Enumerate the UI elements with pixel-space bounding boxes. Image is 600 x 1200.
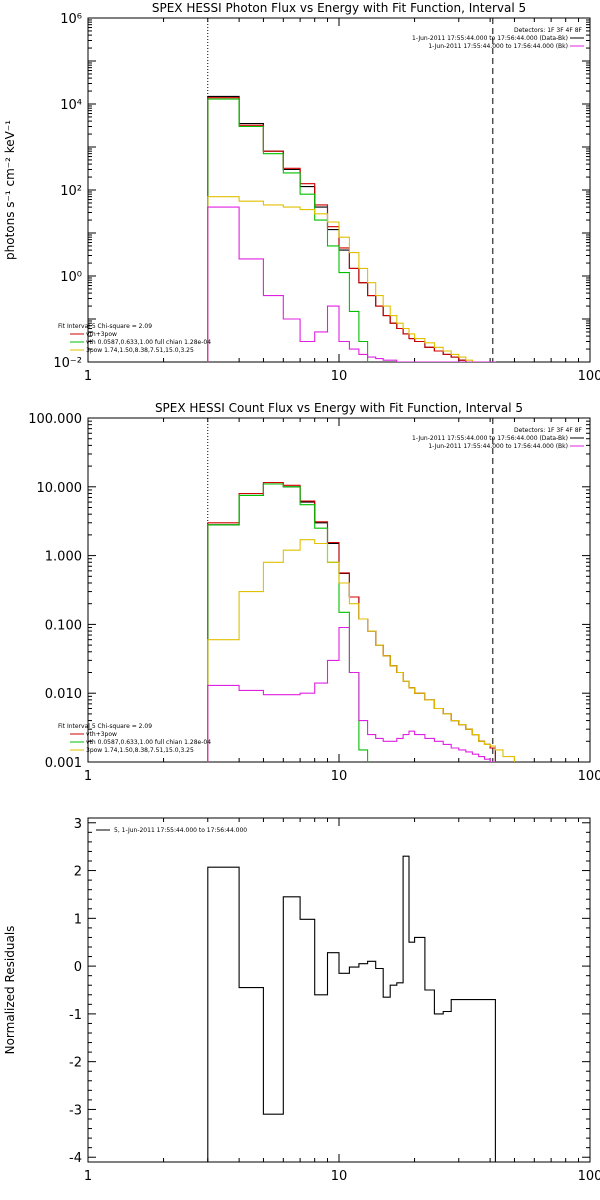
x-tick-label: 100: [578, 369, 600, 384]
plot-frame: [87, 817, 591, 1163]
series-group: [207, 95, 496, 362]
y-tick-label: 3: [74, 817, 82, 832]
series-line-3: [207, 539, 515, 762]
series-line-4: [207, 206, 496, 362]
legend-entry: 1-Jun-2011 17:55:44.000 to 17:56:44.000 …: [412, 35, 568, 42]
x-tick-label: 1: [84, 369, 92, 384]
y-tick-label: 2: [74, 865, 82, 880]
y-axis-label: photons s⁻¹ cm⁻² keV⁻¹: [3, 120, 17, 260]
panel-count: SPEX HESSI Count Flux vs Energy with Fit…: [28, 401, 600, 784]
y-tick-label: -3: [69, 1103, 82, 1118]
legend-fit-info: Fit Interval 5 Chi-square = 2.09: [58, 323, 152, 330]
series-group: [207, 482, 515, 762]
y-tick-label: 0.100: [45, 618, 82, 633]
legend-detectors: Detectors: 1F 3F 4F 8F: [514, 427, 583, 434]
panel-residuals: Normalized Residuals 1 10 100 -4 -3 -2 -1 0 1 2 3 5,…: [3, 817, 600, 1184]
x-tick-label: 10: [331, 769, 348, 784]
x-tick-label: 100: [578, 769, 600, 784]
chart-title: SPEX HESSI Photon Flux vs Energy with Fi…: [152, 1, 526, 15]
legend-detectors: Detectors: 1F 3F 4F 8F: [514, 27, 583, 34]
series-line-0: [207, 483, 496, 762]
legend-entry: vth 0.0587,0.633,1.00 full chian 1.28e-0…: [86, 739, 211, 746]
y-tick-label: 10⁻²: [53, 356, 82, 371]
y-tick-label: 10⁶: [60, 12, 82, 27]
series-line-0: [207, 855, 496, 1162]
series-line-2: [207, 483, 369, 762]
y-tick-label: 0: [74, 960, 82, 975]
y-tick-label: 10⁴: [60, 98, 82, 113]
legend-entry: 1-Jun-2011 17:55:44.000 to 17:56:44.000 …: [412, 435, 568, 442]
series-line-3: [207, 196, 480, 362]
y-tick-label: 1.000: [45, 550, 82, 565]
x-tick-label: 10: [331, 1169, 348, 1184]
series-line-1: [207, 482, 496, 762]
series-line-4: [207, 626, 496, 762]
legend-entry: 5, 1-Jun-2011 17:55:44.000 to 17:56:44.0…: [114, 827, 247, 834]
series-line-1: [207, 97, 473, 362]
legend-entry: 3pow 1.74,1.50,8.38,7.51,15.0,3.25: [86, 747, 194, 754]
y-tick-label: -4: [69, 1151, 82, 1166]
y-tick-label: 0.010: [45, 687, 82, 702]
y-tick-label: 10⁰: [60, 270, 82, 285]
y-tick-label: 0.001: [45, 756, 82, 771]
y-tick-label: 10²: [60, 184, 82, 199]
legend-entry: vth+3pow: [86, 731, 117, 738]
y-tick-label: 1: [74, 912, 82, 927]
legend-entry: 1-Jun-2011 17:55:44.000 to 17:56:44.000 …: [428, 43, 568, 50]
x-tick-label: 100: [578, 1169, 600, 1184]
x-tick-label: 10: [331, 369, 348, 384]
y-tick-label: 100.000: [28, 412, 82, 427]
series-group: [207, 855, 496, 1162]
x-tick-label: 1: [84, 769, 92, 784]
series-line-2: [207, 98, 369, 362]
chart-title: SPEX HESSI Count Flux vs Energy with Fit…: [155, 401, 523, 415]
panel-photon: SPEX HESSI Photon Flux vs Energy with Fi…: [3, 1, 600, 384]
legend-entry: vth+3pow: [86, 331, 117, 338]
y-tick-label: 10.000: [37, 481, 83, 496]
x-tick-label: 1: [84, 1169, 92, 1184]
legend-entry: 1-Jun-2011 17:55:44.000 to 17:56:44.000 …: [428, 443, 568, 450]
legend-entry: vth 0.0587,0.633,1.00 full chian 1.28e-0…: [86, 339, 211, 346]
y-tick-label: -2: [69, 1056, 82, 1071]
y-tick-label: -1: [69, 1008, 82, 1023]
legend-entry: 3pow 1.74,1.50,8.38,7.51,15.0,3.25: [86, 347, 194, 354]
y-axis-label: Normalized Residuals: [3, 926, 17, 1055]
series-line-0: [207, 95, 473, 362]
legend-fit-info: Fit Interval 5 Chi-square = 2.09: [58, 723, 152, 730]
